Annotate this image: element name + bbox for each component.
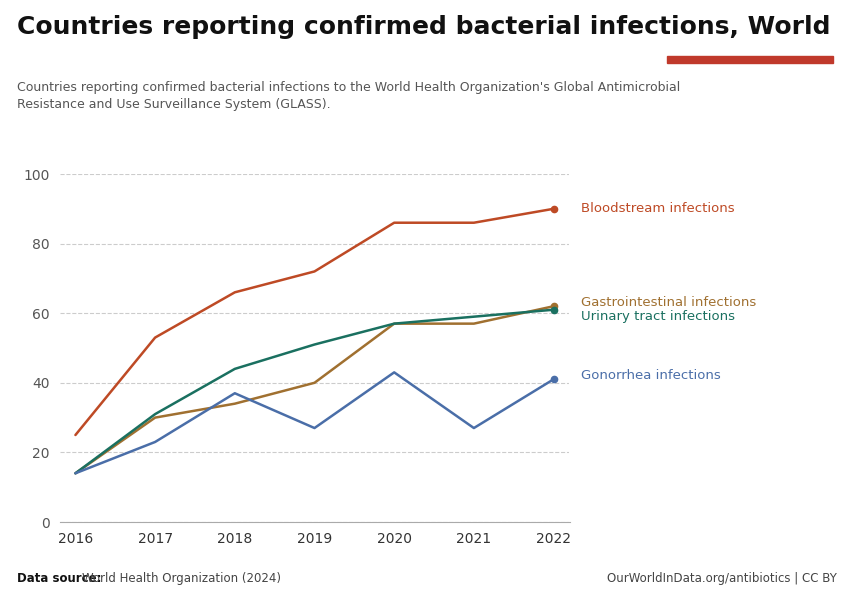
Bar — [667, 56, 833, 63]
Text: Data source:: Data source: — [17, 572, 105, 585]
Text: Gastrointestinal infections: Gastrointestinal infections — [581, 296, 756, 309]
Text: Bloodstream infections: Bloodstream infections — [581, 202, 735, 215]
Text: in Data: in Data — [725, 35, 775, 49]
Text: Countries reporting confirmed bacterial infections to the World Health Organizat: Countries reporting confirmed bacterial … — [17, 81, 680, 111]
Text: Countries reporting confirmed bacterial infections, World: Countries reporting confirmed bacterial … — [17, 15, 830, 39]
Text: Urinary tract infections: Urinary tract infections — [581, 310, 735, 323]
Text: Gonorrhea infections: Gonorrhea infections — [581, 370, 721, 382]
Text: Our World: Our World — [715, 17, 785, 30]
Text: World Health Organization (2024): World Health Organization (2024) — [82, 572, 280, 585]
Text: OurWorldInData.org/antibiotics | CC BY: OurWorldInData.org/antibiotics | CC BY — [608, 572, 837, 585]
